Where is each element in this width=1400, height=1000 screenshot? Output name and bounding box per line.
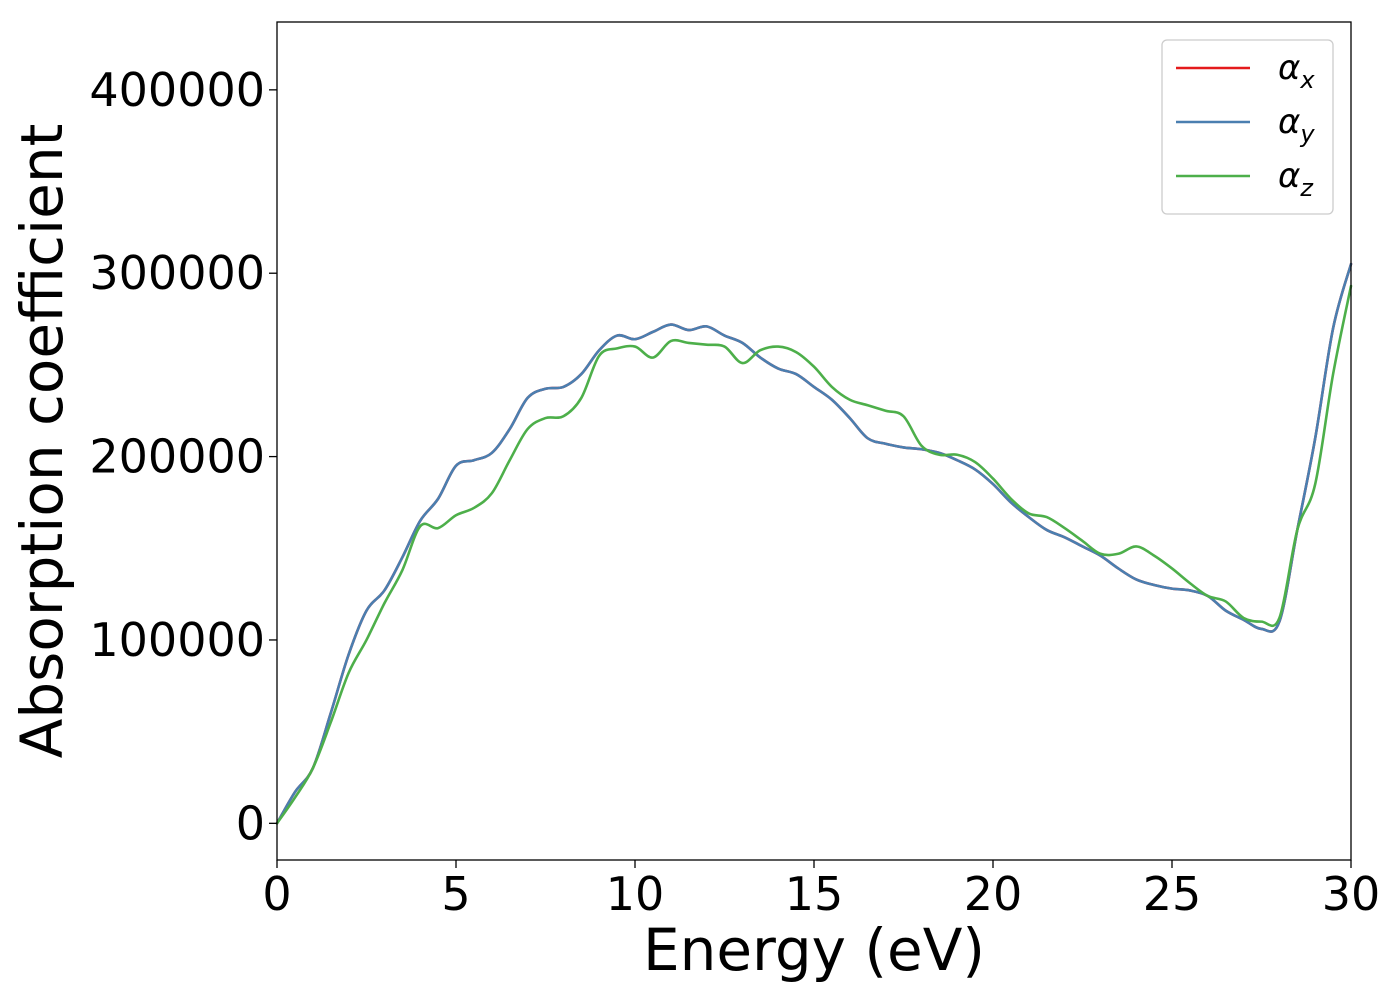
x-axis-label: Energy (eV) xyxy=(643,916,985,984)
series-line-y xyxy=(275,262,1353,825)
y-tick-label: 100000 xyxy=(89,613,265,667)
x-tick-label: 0 xyxy=(262,867,291,921)
x-tick-label: 15 xyxy=(785,867,844,921)
y-tick-label: 200000 xyxy=(89,430,265,484)
y-axis-ticks: 0 100000 200000 300000 400000 xyxy=(89,63,277,850)
y-tick-label: 300000 xyxy=(89,246,265,300)
x-tick-label: 5 xyxy=(441,867,470,921)
series-layer xyxy=(275,262,1353,825)
y-tick-label: 400000 xyxy=(89,63,265,117)
y-tick-label: 0 xyxy=(236,796,265,850)
legend-label-z: αz xyxy=(1278,156,1314,202)
x-tick-label: 10 xyxy=(606,867,665,921)
y-axis-label: Absorption coefficient xyxy=(8,124,76,759)
x-axis-ticks: 0 5 10 15 20 25 30 xyxy=(262,860,1380,921)
x-tick-label: 30 xyxy=(1322,867,1381,921)
series-line-z xyxy=(275,284,1353,825)
legend-items: αx αy αz xyxy=(1176,48,1315,202)
x-tick-label: 25 xyxy=(1143,867,1202,921)
legend-label-x: αx xyxy=(1278,48,1315,94)
legend-frame xyxy=(1161,39,1334,215)
legend-label-y: αy xyxy=(1278,102,1315,148)
legend: αx αy αz xyxy=(1161,39,1334,215)
x-tick-label: 20 xyxy=(964,867,1023,921)
